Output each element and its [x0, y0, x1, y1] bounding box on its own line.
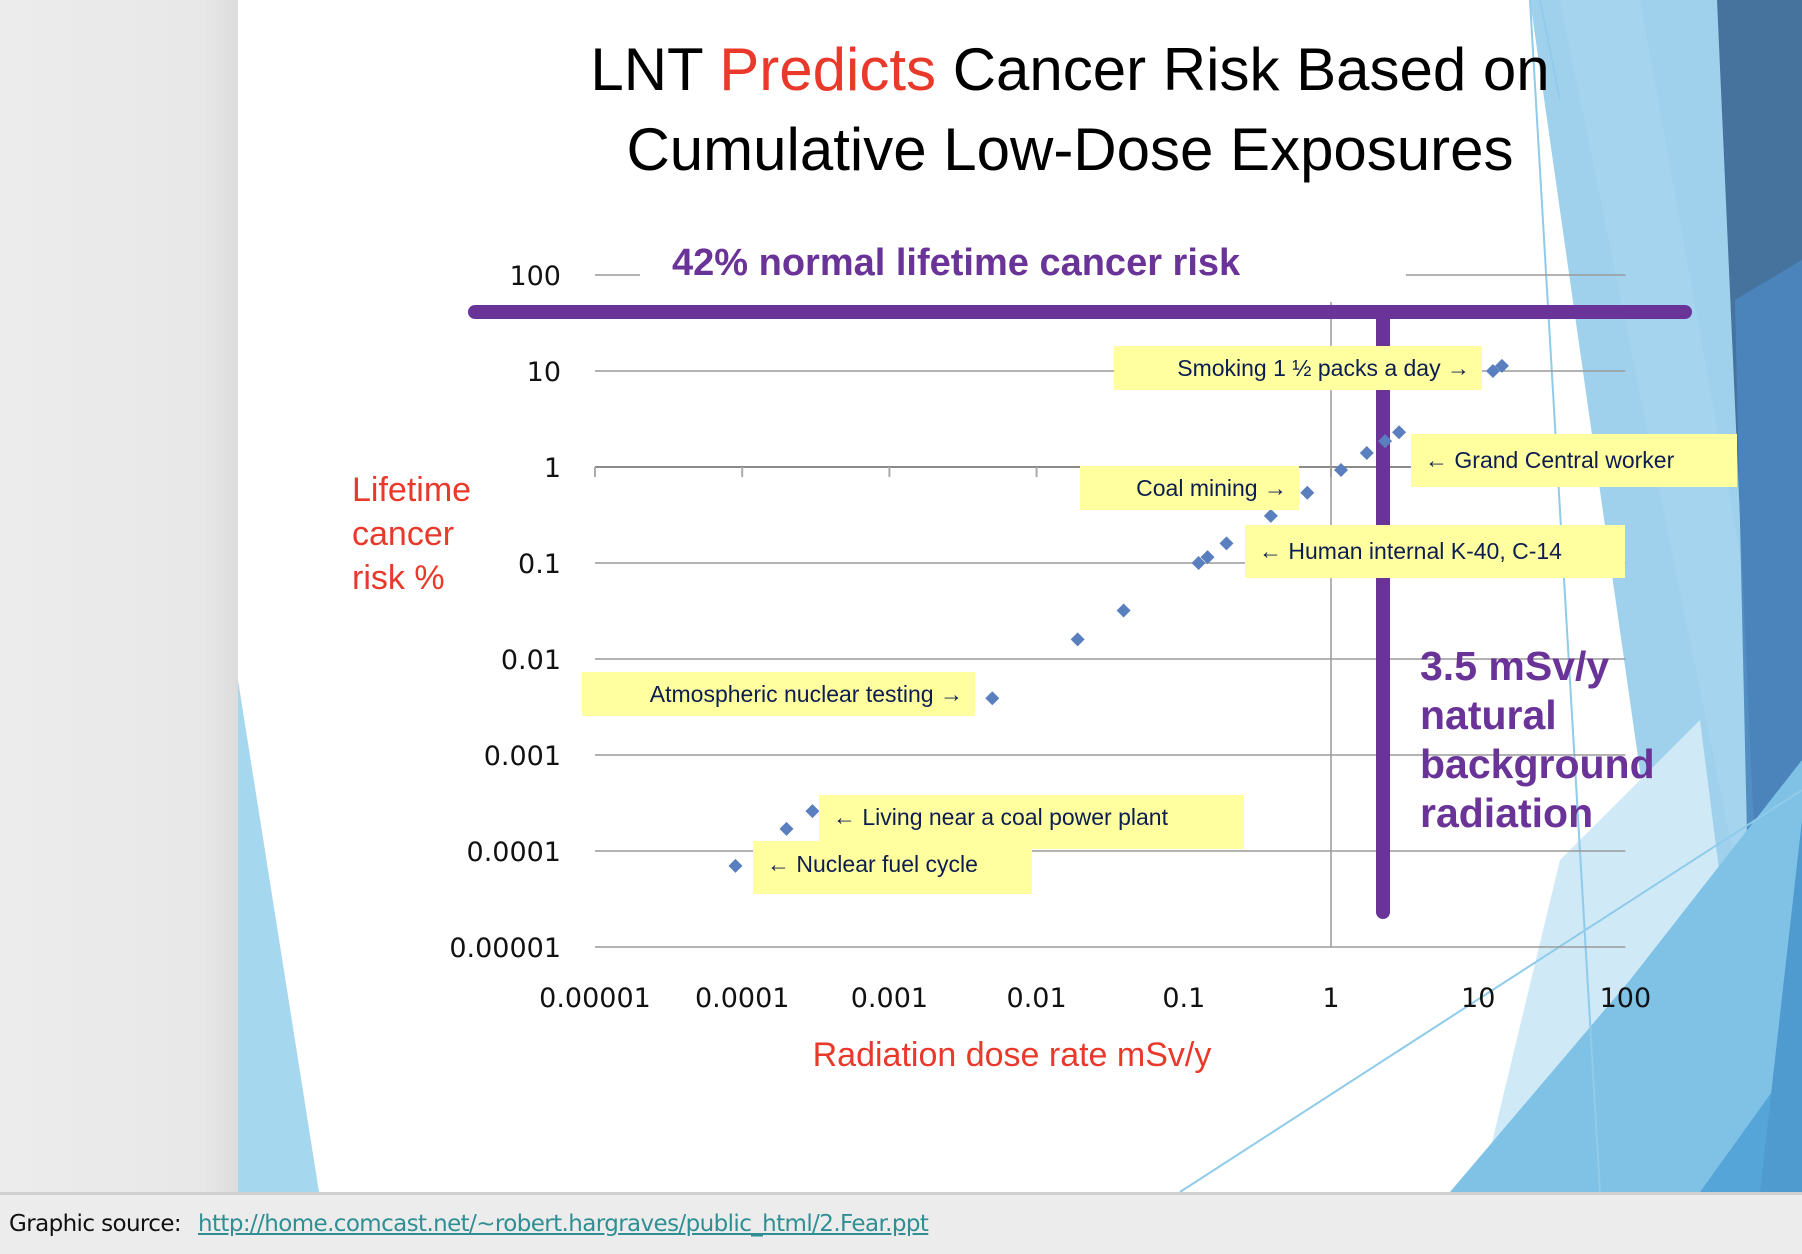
x-tick-label: 100 — [1600, 983, 1652, 1014]
data-point — [805, 804, 820, 819]
x-axis-title: Radiation dose rate mSv/y — [813, 1036, 1212, 1074]
data-point — [1378, 434, 1393, 449]
y-tick-label: 0.001 — [484, 741, 561, 772]
background-label-line-2: natural — [1420, 692, 1557, 738]
callout-atmospheric-testing: Atmospheric nuclear testing → — [582, 672, 975, 716]
x-tick-label: 10 — [1461, 983, 1495, 1014]
workspace-background — [0, 0, 238, 1192]
data-point — [1219, 536, 1234, 551]
callout-human-internal: ← Human internal K-40, C-14 — [1245, 525, 1625, 578]
y-tick-label: 0.00001 — [449, 933, 561, 964]
data-point — [1334, 463, 1349, 478]
y-tick-label: 1 — [544, 453, 561, 484]
callout-coal-mining: Coal mining → — [1080, 466, 1299, 510]
data-point — [1070, 632, 1085, 647]
slide-title: LNT Predicts Cancer Risk Based on Cumula… — [420, 30, 1720, 190]
x-tick-label: 1 — [1322, 983, 1339, 1014]
data-point — [779, 821, 794, 836]
callout-smoking: Smoking 1 ½ packs a day → — [1114, 346, 1482, 390]
data-point — [1116, 603, 1131, 618]
y-tick-label: 100 — [509, 261, 561, 292]
background-label-line-3: background — [1420, 741, 1655, 787]
y-axis-title-line-3: risk % — [352, 559, 445, 597]
data-point — [985, 691, 1000, 706]
data-points — [728, 358, 1509, 873]
bottom-right-deep-2 — [1760, 820, 1802, 1192]
deco-line-1 — [1529, 0, 1601, 1192]
background-label-line-1: 3.5 mSv/y — [1420, 643, 1610, 689]
reference-lines — [468, 305, 1692, 919]
data-point — [728, 858, 743, 873]
left-triangle-decoration — [238, 680, 319, 1192]
risk-line-label: 42% normal lifetime cancer risk — [672, 242, 1241, 284]
y-tick-label: 10 — [527, 357, 561, 388]
title-part-1: LNT — [590, 36, 720, 103]
background-radiation-label: 3.5 mSv/y natural background radiation — [1420, 642, 1655, 838]
deco-line-2 — [1179, 789, 1802, 1192]
y-tick-label: 0.1 — [518, 549, 561, 580]
footer-source-label: Graphic source: — [9, 1211, 182, 1237]
footer-source-link[interactable]: http://home.comcast.net/~robert.hargrave… — [198, 1211, 929, 1237]
callout-coal-power-plant: ← Living near a coal power plant — [819, 795, 1244, 849]
data-point — [1392, 425, 1407, 440]
x-tick-label: 0.001 — [851, 983, 928, 1014]
y-tick-label: 0.0001 — [467, 837, 561, 868]
slide-decoration — [238, 0, 1802, 1192]
x-axis-ticks: 0.00001 0.0001 0.001 0.01 0.1 1 10 100 — [539, 983, 1651, 1014]
y-axis-title-line-1: Lifetime — [352, 471, 472, 509]
x-tick-label: 0.1 — [1162, 983, 1205, 1014]
data-point — [1191, 556, 1206, 570]
y-axis-title-line-2: cancer — [352, 515, 455, 553]
x-tick-label: 0.0001 — [695, 983, 789, 1014]
x-tick-label: 0.00001 — [539, 983, 651, 1014]
data-point — [1263, 508, 1278, 523]
bottom-right-mid — [1450, 760, 1802, 1192]
title-accent-word: Predicts — [719, 36, 937, 103]
data-point — [1494, 358, 1509, 373]
background-label-line-4: radiation — [1420, 790, 1594, 836]
callout-nuclear-fuel-cycle: ← Nuclear fuel cycle — [753, 841, 1032, 894]
y-axis-title: Lifetime cancer risk % — [352, 468, 471, 600]
data-point — [1485, 364, 1500, 378]
data-point — [1200, 550, 1215, 565]
callout-grand-central: ← Grand Central worker — [1411, 434, 1737, 487]
y-axis-ticks: 100 10 1 0.1 0.01 0.001 0.0001 0.00001 — [449, 261, 561, 964]
data-point — [1359, 445, 1374, 460]
x-tick-label: 0.01 — [1007, 983, 1067, 1014]
title-part-3: Cancer Risk Based on — [936, 36, 1550, 103]
title-line-2: Cumulative Low-Dose Exposures — [626, 116, 1514, 183]
y-tick-label: 0.01 — [501, 645, 561, 676]
footer-bar: Graphic source: http://home.comcast.net/… — [0, 1192, 1802, 1254]
deco-line-3 — [1539, 0, 1561, 101]
data-point — [1300, 485, 1315, 500]
